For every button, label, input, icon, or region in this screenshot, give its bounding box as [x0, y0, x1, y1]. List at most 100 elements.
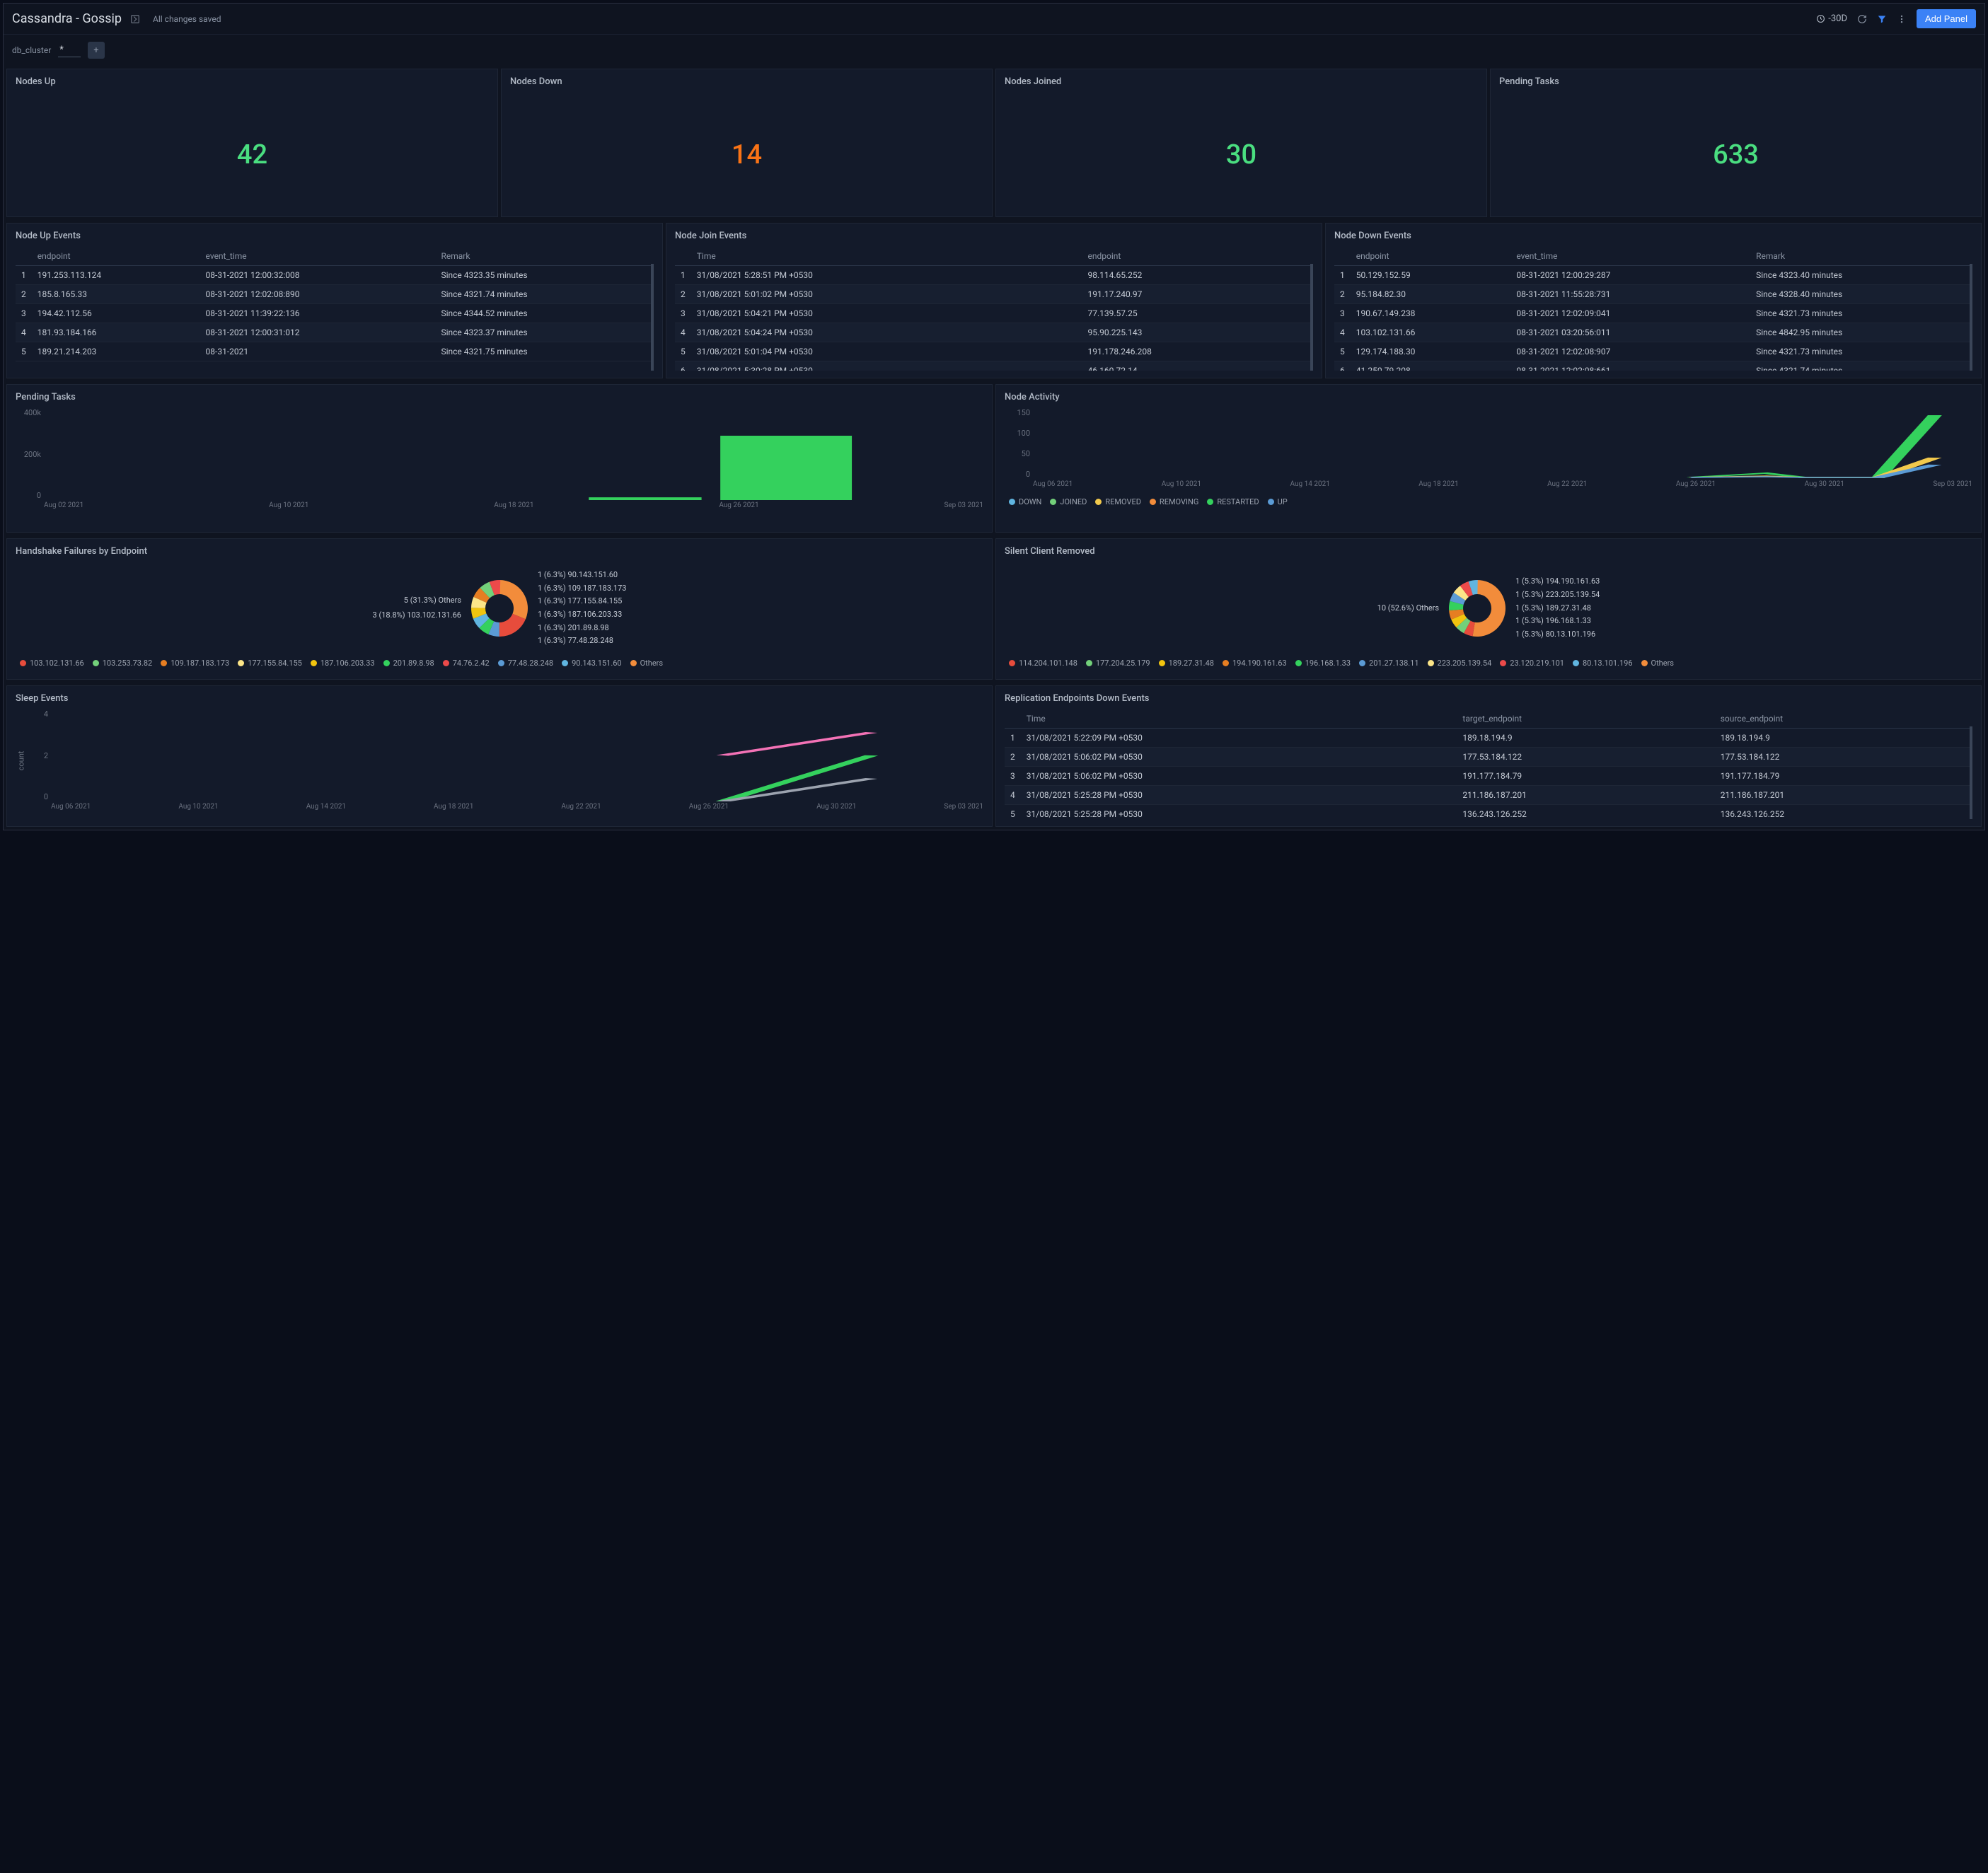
- table-row[interactable]: 631/08/2021 5:30:28 PM +053046.160.72.14: [675, 361, 1313, 371]
- donut-labels: 1 (5.3%) 194.190.161.631 (5.3%) 223.205.…: [1515, 575, 1600, 641]
- node-up-events-panel: Node Up Events endpoint event_time Remar…: [6, 223, 663, 378]
- legend-item[interactable]: 103.102.131.66: [20, 659, 84, 668]
- panel-title: Handshake Failures by Endpoint: [16, 546, 983, 557]
- legend-item[interactable]: 177.155.84.155: [238, 659, 302, 668]
- node-down-events-table: endpoint event_time Remark 150.129.152.5…: [1334, 247, 1972, 371]
- donut-chart: [1442, 573, 1513, 644]
- legend-item[interactable]: 194.190.161.63: [1223, 659, 1287, 668]
- legend-item[interactable]: 196.168.1.33: [1295, 659, 1351, 668]
- scrollbar[interactable]: [651, 264, 654, 371]
- legend-item[interactable]: Others: [1641, 659, 1674, 668]
- filter-icon[interactable]: [1877, 14, 1887, 24]
- legend-item[interactable]: 90.143.151.60: [562, 659, 622, 668]
- legend-item[interactable]: Others: [630, 659, 663, 668]
- add-variable-button[interactable]: +: [88, 42, 105, 59]
- time-range[interactable]: -30D: [1816, 13, 1847, 24]
- legend-item[interactable]: REMOVING: [1150, 497, 1198, 506]
- panel-title: Node Down Events: [1334, 231, 1972, 241]
- table-row[interactable]: 531/08/2021 5:25:28 PM +0530136.243.126.…: [1005, 805, 1972, 820]
- col-header[interactable]: event_time: [200, 247, 436, 266]
- table-row[interactable]: 131/08/2021 5:28:51 PM +053098.114.65.25…: [675, 266, 1313, 285]
- panel-title: Nodes Down: [510, 76, 983, 87]
- legend-item[interactable]: 23.120.219.101: [1500, 659, 1564, 668]
- table-row[interactable]: 5129.174.188.3008-31-2021 12:02:08:907Si…: [1334, 342, 1972, 361]
- stat-value: 14: [732, 139, 762, 170]
- legend-item[interactable]: UP: [1268, 497, 1288, 506]
- table-row[interactable]: 331/08/2021 5:06:02 PM +0530191.177.184.…: [1005, 767, 1972, 786]
- table-row[interactable]: 3190.67.149.23808-31-2021 12:02:09:041Si…: [1334, 304, 1972, 323]
- table-row[interactable]: 4103.102.131.6608-31-2021 03:20:56:011Si…: [1334, 323, 1972, 342]
- legend-item[interactable]: 77.48.28.248: [498, 659, 553, 668]
- table-row[interactable]: 231/08/2021 5:06:02 PM +0530177.53.184.1…: [1005, 748, 1972, 767]
- panel-title: Pending Tasks: [1499, 76, 1972, 87]
- legend-item[interactable]: 109.187.183.173: [161, 659, 229, 668]
- col-header[interactable]: target_endpoint: [1457, 709, 1714, 729]
- stat-nodes-joined: Nodes Joined 30: [995, 69, 1487, 217]
- sleep-events-panel: Sleep Events count 420 Aug 06 2021Aug 10…: [6, 685, 993, 827]
- legend-item[interactable]: 189.27.31.48: [1159, 659, 1214, 668]
- variable-value[interactable]: *: [58, 43, 81, 57]
- legend-item[interactable]: 74.76.2.42: [443, 659, 490, 668]
- panel-title: Nodes Joined: [1005, 76, 1478, 87]
- table-row[interactable]: 431/08/2021 5:04:24 PM +053095.90.225.14…: [675, 323, 1313, 342]
- col-header[interactable]: endpoint: [1082, 247, 1313, 266]
- col-header[interactable]: Time: [691, 247, 1082, 266]
- col-header[interactable]: endpoint: [32, 247, 200, 266]
- table-row[interactable]: 4181.93.184.16608-31-2021 12:00:31:012Si…: [16, 323, 654, 342]
- table-row[interactable]: 1191.253.113.12408-31-2021 12:00:32:008S…: [16, 266, 654, 285]
- share-icon[interactable]: [130, 14, 140, 24]
- table-row[interactable]: 2185.8.165.3308-31-2021 12:02:08:890Sinc…: [16, 285, 654, 304]
- donut-labels: 1 (6.3%) 90.143.151.601 (6.3%) 109.187.1…: [538, 569, 626, 648]
- legend-item[interactable]: 223.205.139.54: [1428, 659, 1492, 668]
- table-row[interactable]: 131/08/2021 5:22:09 PM +0530189.18.194.9…: [1005, 729, 1972, 748]
- legend-item[interactable]: 177.204.25.179: [1086, 659, 1150, 668]
- col-header[interactable]: Time: [1021, 709, 1457, 729]
- col-header[interactable]: endpoint: [1351, 247, 1511, 266]
- scrollbar[interactable]: [1970, 264, 1972, 371]
- scrollbar[interactable]: [1970, 726, 1972, 819]
- legend-item[interactable]: RESTARTED: [1207, 497, 1259, 506]
- stat-pending-tasks: Pending Tasks 633: [1490, 69, 1982, 217]
- add-panel-button[interactable]: Add Panel: [1917, 9, 1976, 28]
- panel-title: Node Join Events: [675, 231, 1313, 241]
- line-chart: 150100500 Aug 06 2021Aug 10 2021Aug 14 2…: [1005, 408, 1972, 493]
- node-join-events-panel: Node Join Events Time endpoint 131/08/20…: [666, 223, 1322, 378]
- legend-item[interactable]: 103.253.73.82: [93, 659, 153, 668]
- table-row[interactable]: 150.129.152.5908-31-2021 12:00:29:287Sin…: [1334, 266, 1972, 285]
- table-row[interactable]: 531/08/2021 5:01:04 PM +0530191.178.246.…: [675, 342, 1313, 361]
- legend-item[interactable]: 114.204.101.148: [1009, 659, 1077, 668]
- node-join-events-table: Time endpoint 131/08/2021 5:28:51 PM +05…: [675, 247, 1313, 371]
- legend-item[interactable]: 201.27.138.11: [1359, 659, 1419, 668]
- legend-item[interactable]: 80.13.101.196: [1573, 659, 1633, 668]
- saved-status: All changes saved: [153, 14, 221, 24]
- time-range-label: -30D: [1828, 13, 1847, 24]
- table-row[interactable]: 231/08/2021 5:01:02 PM +0530191.17.240.9…: [675, 285, 1313, 304]
- col-header[interactable]: Remark: [1750, 247, 1972, 266]
- refresh-icon[interactable]: [1857, 14, 1867, 24]
- legend-item[interactable]: 201.89.8.98: [383, 659, 434, 668]
- panel-title: Replication Endpoints Down Events: [1005, 693, 1972, 704]
- table-row[interactable]: 641.250.79.20808-31-2021 12:02:08:661Sin…: [1334, 361, 1972, 371]
- table-row[interactable]: 431/08/2021 5:25:28 PM +0530211.186.187.…: [1005, 786, 1972, 805]
- silent-client-panel: Silent Client Removed 10 (52.6%) Others …: [995, 538, 1982, 680]
- legend: DOWN JOINED REMOVED REMOVING RESTARTED UP: [1005, 497, 1972, 506]
- more-icon[interactable]: [1897, 14, 1907, 24]
- table-row[interactable]: 3194.42.112.5608-31-2021 11:39:22:136Sin…: [16, 304, 654, 323]
- legend-item[interactable]: 187.106.203.33: [311, 659, 375, 668]
- table-row[interactable]: 331/08/2021 5:04:21 PM +053077.139.57.25: [675, 304, 1313, 323]
- col-header[interactable]: source_endpoint: [1715, 709, 1972, 729]
- table-row[interactable]: 295.184.82.3008-31-2021 11:55:28:731Sinc…: [1334, 285, 1972, 304]
- panel-title: Silent Client Removed: [1005, 546, 1972, 557]
- legend-item[interactable]: DOWN: [1009, 497, 1041, 506]
- panel-title: Sleep Events: [16, 693, 983, 704]
- scrollbar[interactable]: [1310, 264, 1313, 371]
- legend-item[interactable]: REMOVED: [1095, 497, 1141, 506]
- table-row[interactable]: 5189.21.214.20308-31-2021Since 4321.75 m…: [16, 342, 654, 361]
- topbar: Cassandra - Gossip All changes saved -30…: [4, 4, 1984, 35]
- stat-nodes-up: Nodes Up 42: [6, 69, 498, 217]
- col-header[interactable]: Remark: [435, 247, 654, 266]
- legend-item[interactable]: JOINED: [1050, 497, 1087, 506]
- legend: 103.102.131.66 103.253.73.82 109.187.183.1…: [16, 659, 983, 668]
- col-header[interactable]: event_time: [1510, 247, 1750, 266]
- line-chart: 420 Aug 06 2021Aug 10 2021Aug 14 2021Aug…: [23, 709, 983, 816]
